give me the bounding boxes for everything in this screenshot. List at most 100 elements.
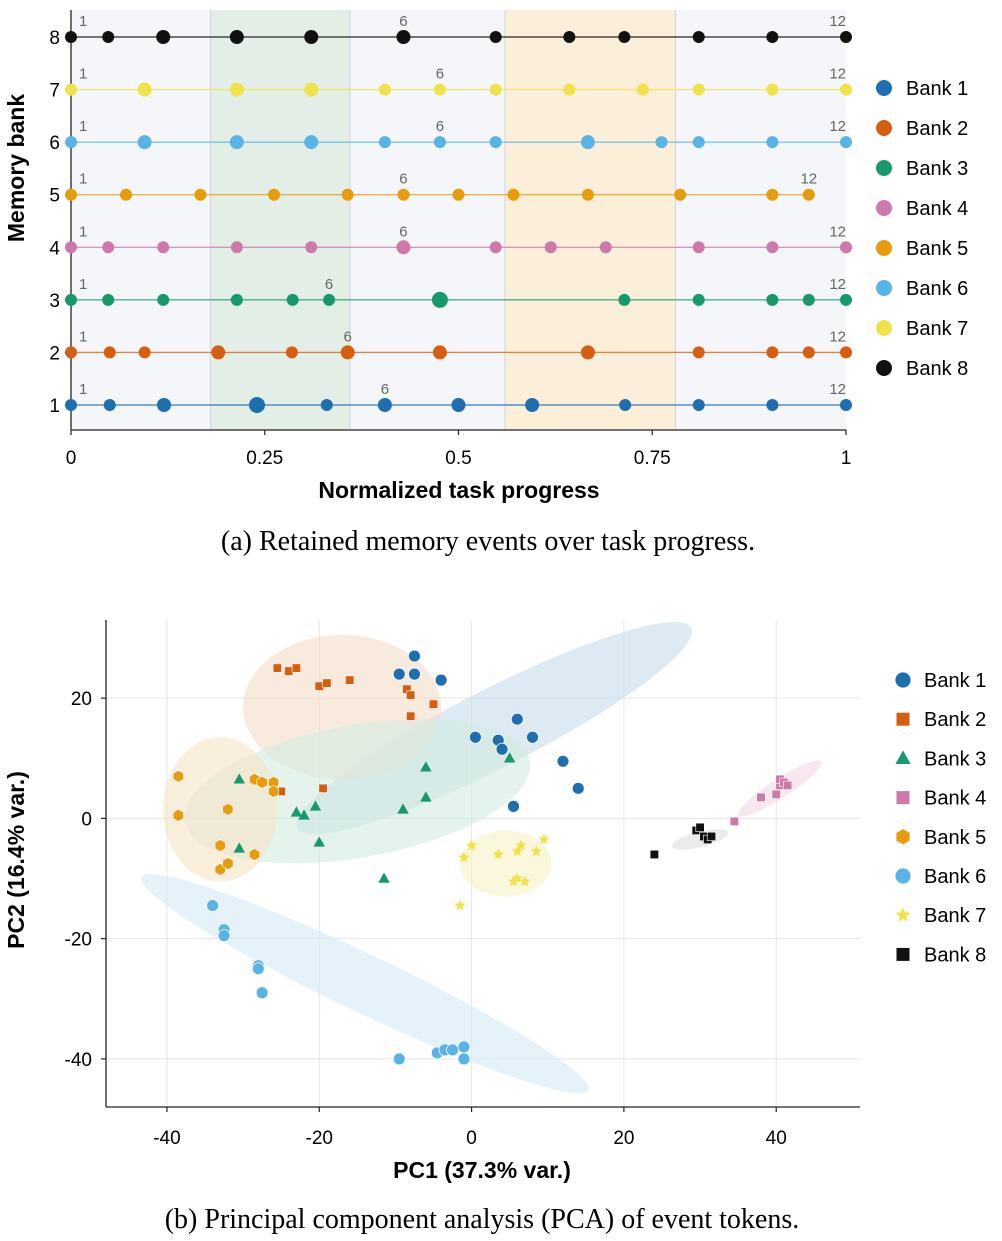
panel-a-shaded-regions	[210, 10, 676, 430]
pca-point-bank-7	[511, 845, 523, 857]
pca-point-bank-7	[454, 899, 466, 911]
event-point-bank-1	[249, 397, 265, 413]
event-point-bank-8	[156, 30, 171, 44]
event-point-bank-5	[120, 188, 133, 201]
legend-item-bank-4: Bank 4	[876, 198, 968, 220]
event-point-bank-1	[525, 398, 540, 412]
panel-b-chart: -40 -20 0 20 40 -40 -20 0 20 PC1 (37.3% var.) PC…	[3, 620, 986, 1235]
event-index-label: 12	[829, 381, 846, 398]
legend-item-bank-2: Bank 2	[876, 118, 968, 140]
event-point-bank-3	[840, 293, 852, 306]
panel-a-caption: (a) Retained memory events over task pro…	[221, 526, 755, 557]
panel-a-legend: Bank 1 Bank 2 Bank 3 Bank 4 Bank 5 Bank 6 Bank…	[876, 78, 968, 380]
event-point-bank-2	[802, 346, 815, 359]
event-point-bank-8	[840, 31, 852, 43]
legend-item-bank-5: Bank 5	[876, 238, 968, 260]
panel-b-tick-labels: -40 -20 0 20 40 -40 -20 0 20	[65, 689, 787, 1149]
pca-point-bank-1	[392, 667, 406, 681]
pca-point-bank-5	[256, 775, 268, 789]
legend-label: Bank 4	[924, 788, 986, 810]
event-point-bank-5	[674, 188, 687, 201]
event-point-bank-3	[286, 293, 299, 306]
event-point-bank-4	[766, 241, 779, 254]
cluster-ellipse-bank-6	[141, 874, 589, 1094]
event-point-bank-3	[157, 293, 170, 306]
legend-item-bank-6: Bank 6	[894, 866, 986, 888]
event-index-label: 6	[399, 13, 407, 30]
event-index-label: 12	[800, 171, 817, 188]
event-point-bank-6	[378, 136, 391, 149]
event-point-bank-4	[230, 241, 243, 254]
pca-point-bank-7	[492, 848, 504, 860]
event-point-bank-6	[489, 136, 502, 149]
pca-point-bank-6	[206, 899, 220, 912]
event-point-bank-5	[802, 188, 815, 201]
y-tick-label: 2	[49, 343, 60, 364]
event-point-bank-2	[692, 346, 705, 359]
legend-label: Bank 2	[924, 709, 986, 731]
event-point-bank-6	[692, 136, 705, 149]
legend-marker	[895, 947, 911, 962]
event-point-bank-8	[618, 31, 631, 43]
event-point-bank-2	[766, 346, 779, 359]
pca-point-bank-4	[783, 780, 793, 790]
panel-a-series-lines	[71, 36, 846, 406]
event-point-bank-1	[840, 399, 852, 411]
pca-point-bank-1	[556, 754, 570, 768]
event-point-bank-6	[655, 136, 668, 149]
pca-point-bank-1	[526, 730, 539, 744]
legend-item-bank-5: Bank 5	[895, 827, 986, 849]
y-tick-label: 5	[49, 186, 60, 207]
y-tick-label: -20	[65, 930, 92, 951]
event-point-bank-7	[692, 83, 705, 96]
event-point-bank-2	[103, 346, 116, 359]
event-index-label: 12	[829, 118, 846, 135]
event-index-label: 6	[436, 118, 444, 135]
pca-point-bank-3	[309, 800, 322, 811]
pca-point-bank-5	[222, 803, 234, 816]
event-index-label: 1	[79, 223, 87, 240]
y-tick-label: 1	[49, 396, 60, 417]
event-index-label: 12	[829, 66, 846, 83]
pca-point-bank-5	[268, 785, 280, 798]
event-point-bank-1	[157, 398, 171, 412]
legend-item-bank-4: Bank 4	[895, 788, 986, 810]
event-index-label: 12	[829, 13, 846, 30]
legend-marker	[876, 320, 892, 336]
event-index-label: 1	[79, 13, 87, 30]
event-index-label: 6	[399, 223, 407, 240]
y-tick-label: 20	[71, 689, 92, 710]
x-tick-label: 0	[66, 448, 77, 469]
pca-point-bank-7	[538, 833, 550, 845]
legend-label: Bank 7	[924, 905, 986, 927]
event-point-bank-7	[65, 83, 77, 96]
pca-point-bank-1	[571, 781, 585, 795]
legend-item-bank-8: Bank 8	[876, 358, 968, 380]
legend-marker	[876, 160, 892, 176]
pca-point-bank-1	[510, 712, 524, 726]
pca-point-bank-1	[468, 730, 482, 744]
event-point-bank-7	[304, 82, 319, 97]
event-point-bank-3	[65, 293, 77, 306]
legend-marker	[894, 671, 912, 689]
event-point-bank-7	[766, 83, 779, 96]
pca-point-bank-7	[458, 851, 470, 863]
event-point-bank-4	[544, 241, 557, 254]
pca-point-bank-7	[511, 872, 523, 884]
legend-item-bank-7: Bank 7	[895, 905, 986, 927]
pca-point-bank-1	[408, 649, 421, 663]
x-tick-label: -40	[153, 1128, 180, 1149]
event-index-label: 6	[381, 381, 389, 398]
x-tick-label: 0	[466, 1128, 477, 1149]
legend-item-bank-1: Bank 1	[894, 670, 986, 692]
x-tick-label: 1	[841, 448, 852, 469]
event-index-label: 1	[79, 276, 87, 293]
event-point-bank-7	[229, 82, 244, 97]
pca-point-bank-3	[298, 809, 310, 820]
event-point-bank-8	[65, 31, 77, 43]
event-point-bank-6	[304, 135, 319, 150]
event-point-bank-6	[766, 136, 779, 149]
panel-a-points	[65, 30, 852, 413]
legend-marker	[895, 907, 911, 922]
pca-point-bank-4	[756, 792, 766, 802]
